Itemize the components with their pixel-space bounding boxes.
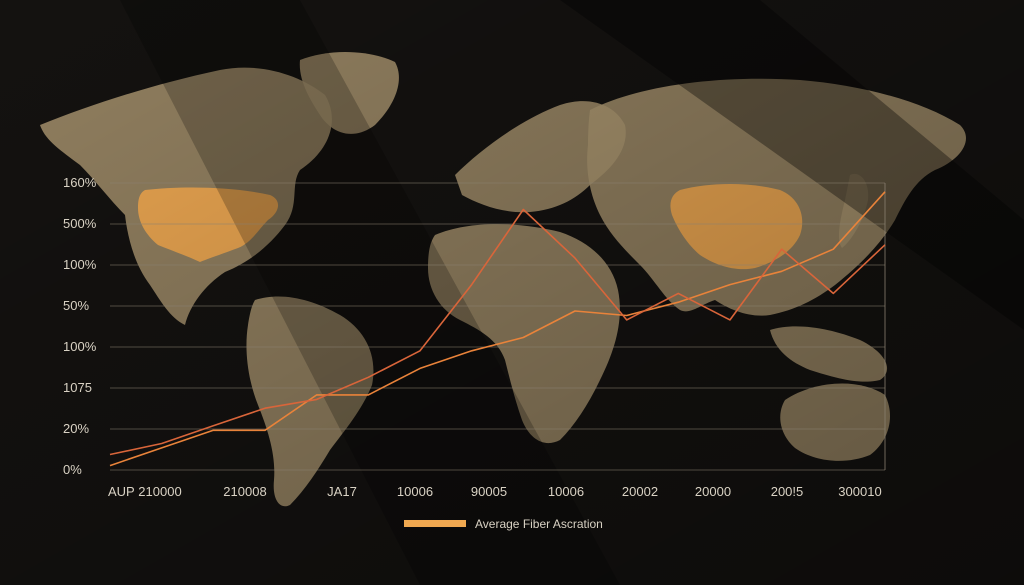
y-axis-ticks: 160% 500% 100% 50% 100% 1075 20% 0%	[63, 175, 97, 477]
legend-label: Average Fiber Ascration	[475, 517, 603, 531]
legend-swatch	[404, 520, 466, 527]
x-tick-label: 200!5	[771, 484, 804, 499]
y-tick-label: 20%	[63, 421, 89, 436]
x-tick-label: 210008	[223, 484, 266, 499]
y-tick-label: 0%	[63, 462, 82, 477]
x-tick-label: JA17	[327, 484, 357, 499]
x-tick-label: 90005	[471, 484, 507, 499]
x-tick-label: 10006	[397, 484, 433, 499]
x-tick-label: 210000	[138, 484, 181, 499]
x-tick-label: 20002	[622, 484, 658, 499]
legend: Average Fiber Ascration	[404, 517, 603, 531]
series-line-2	[109, 208, 886, 456]
x-axis-ticks: AUP 210000 210008 JA17 10006 90005 10006 20002 2…	[108, 484, 882, 499]
x-tick-label: 20000	[695, 484, 731, 499]
y-tick-label: 100%	[63, 339, 97, 354]
x-tick-label: 10006	[548, 484, 584, 499]
series-lines	[109, 191, 886, 467]
y-tick-label: 500%	[63, 216, 97, 231]
shadow-band	[560, 0, 1024, 330]
x-tick-label: AUP	[108, 484, 135, 499]
gridlines	[110, 182, 886, 471]
shadow-band	[120, 0, 620, 585]
series-line-1	[109, 191, 886, 467]
x-tick-label: 300010	[838, 484, 881, 499]
y-tick-label: 160%	[63, 175, 97, 190]
y-tick-label: 1075	[63, 380, 92, 395]
y-tick-label: 100%	[63, 257, 97, 272]
y-tick-label: 50%	[63, 298, 89, 313]
